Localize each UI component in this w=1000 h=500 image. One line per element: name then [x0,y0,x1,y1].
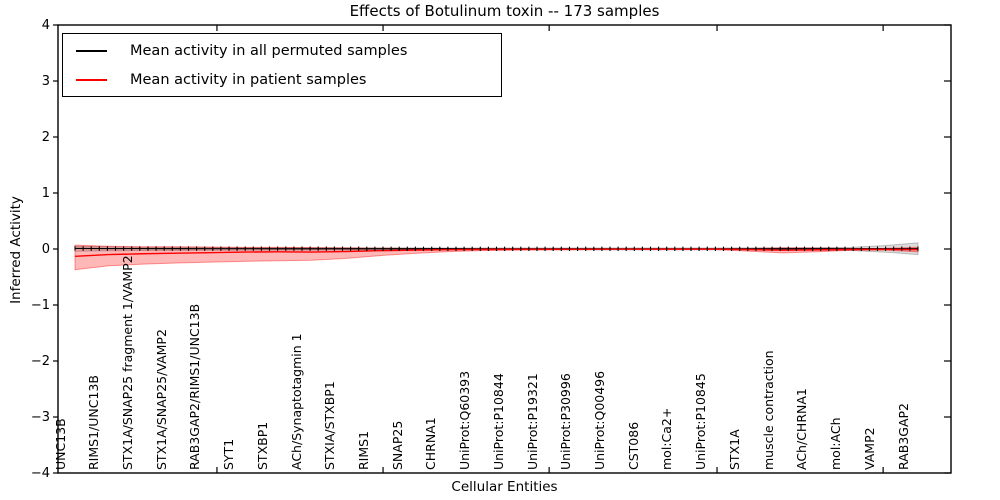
x-tick-label: SYT1 [221,438,237,470]
x-tick-label: UniProt:P10844 [490,373,506,470]
x-tick-label: STX1A/SNAP25/VAMP2 [153,329,169,470]
x-tick-label: UniProt:P30996 [558,373,574,470]
x-tick-label: STX1A [726,429,742,470]
x-tick-label: UniProt:P19321 [524,373,540,470]
x-axis-label: Cellular Entities [451,479,558,495]
y-tick-label: −1 [30,297,50,313]
x-tick-label: CHRNA1 [423,417,439,470]
x-tick-label: RAB3GAP2 [895,403,911,470]
y-tick-label: 3 [41,73,50,89]
x-tick-label: RAB3GAP2/RIMS1/UNC13B [187,303,203,470]
legend-line-red-icon [76,78,107,81]
chart-title: Effects of Botulinum toxin -- 173 sample… [349,2,660,20]
x-tick-label: UniProt:Q00496 [592,370,608,470]
x-tick-label: RIMS1 [355,430,371,470]
x-tick-label: mol:Ca2+ [659,407,675,470]
x-tick-label: STXIA/STXBP1 [322,381,338,470]
legend-item-patient: Mean activity in patient samples [63,65,501,94]
legend-label-patient: Mean activity in patient samples [130,71,367,88]
permuted-point-markers [74,246,919,251]
legend-item-permuted: Mean activity in all permuted samples [63,36,501,65]
x-tick-label: UniProt:P10845 [693,373,709,470]
y-tick-label: 1 [41,185,50,201]
y-tick-label: 2 [41,129,50,145]
y-tick-label: −4 [30,465,50,481]
legend-line-black-icon [76,49,107,52]
y-tick-label: −3 [30,409,50,425]
x-tick-label: SNAP25 [389,420,405,470]
x-tick-label: UNC13B [52,418,68,470]
legend-label-permuted: Mean activity in all permuted samples [130,42,408,59]
x-tick-label: muscle contraction [760,350,776,470]
x-tick-label: RIMS1/UNC13B [86,375,102,470]
x-tick-label: VAMP2 [861,427,877,470]
x-tick-label: ACh/CHRNA1 [794,388,810,470]
x-tick-label: CST086 [625,421,641,470]
y-tick-label: 0 [41,241,50,257]
x-tick-label: ACh/Synaptotagmin 1 [288,333,304,470]
y-tick-label: 4 [41,17,50,33]
x-tick-label: STX1A/SNAP25 fragment 1/VAMP2 [119,255,135,470]
x-tick-label: UniProt:Q60393 [457,370,473,470]
x-tick-label: mol:ACh [828,417,844,471]
legend: Mean activity in all permuted samples Me… [62,33,502,97]
x-tick-label: STXBP1 [254,421,270,470]
y-tick-label: −2 [30,353,50,369]
